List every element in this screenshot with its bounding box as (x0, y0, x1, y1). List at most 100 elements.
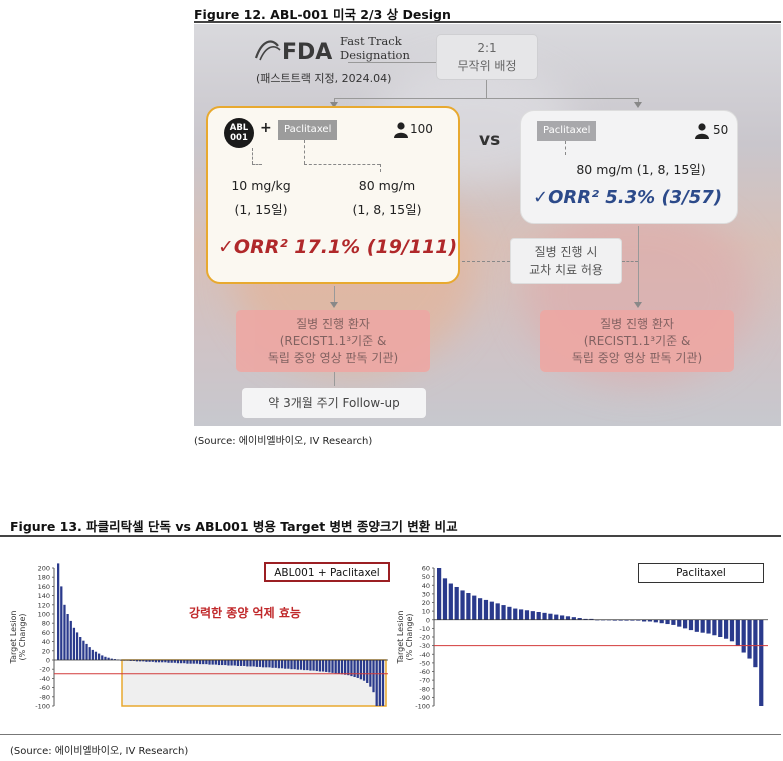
y-tick-label: 100 (38, 611, 50, 619)
y-tick-label: 10 (422, 608, 430, 616)
waterfall-bar (303, 660, 306, 671)
waterfall-bar (192, 660, 195, 664)
waterfall-bar (530, 611, 535, 620)
dose-connector (565, 141, 566, 155)
waterfall-bar (694, 619, 699, 632)
waterfall-bar (173, 660, 176, 663)
y-tick-label: -30 (419, 642, 430, 650)
fda-logo-text: FDA (282, 40, 332, 64)
figure13-bottom-rule (0, 734, 781, 735)
waterfall-bar (331, 660, 334, 673)
progression-line2: (RECIST1.1³기준 & (583, 334, 691, 348)
waterfall-bar (180, 660, 183, 664)
waterfall-bar (290, 660, 293, 670)
arrow-down-icon (634, 102, 642, 108)
waterfall-bar (483, 599, 489, 620)
waterfall-bar (753, 619, 758, 668)
y-tick-label: -10 (419, 625, 430, 633)
highlight-region (121, 659, 387, 707)
waterfall-bar (139, 660, 142, 662)
crossover-connector (462, 261, 510, 262)
paclitaxel-combo-dose: 80 mg/m (1, 8, 15일) (332, 178, 442, 218)
y-tick-label: -20 (419, 634, 430, 642)
waterfall-bar (217, 660, 221, 666)
waterfall-bar (195, 660, 199, 664)
waterfall-bar (296, 660, 299, 670)
y-tick-label: -90 (419, 694, 430, 702)
waterfall-bar (647, 619, 653, 622)
waterfall-bar (268, 660, 271, 668)
waterfall-bar (135, 660, 139, 662)
waterfall-bar (683, 619, 688, 629)
waterfall-bar (524, 610, 530, 620)
randomization-ratio: 2:1 (477, 41, 497, 55)
waterfall-bar (113, 659, 117, 660)
connector (334, 372, 335, 386)
waterfall-bar (107, 657, 110, 660)
waterfall-bar (164, 660, 167, 663)
waterfall-bar (729, 619, 735, 642)
figure12-panel: FDA Fast Track Designation (패스트트랙 지정, 20… (194, 24, 781, 426)
y-tick-label: 200 (38, 565, 50, 573)
waterfall-bar (688, 619, 694, 631)
waterfall-bar (378, 660, 381, 706)
waterfall-bar (94, 651, 98, 660)
waterfall-bar (334, 660, 337, 674)
waterfall-bar (262, 660, 265, 668)
waterfall-bar (205, 660, 208, 665)
waterfall-bar (258, 660, 262, 667)
abl001-dose-schedule: (1, 15일) (234, 202, 288, 217)
abl001-waterfall-chart: 200180160140120100806040200-20-40-60-80-… (35, 563, 388, 711)
person-icon (695, 123, 709, 139)
fda-subtitle: (패스트트랙 지정, 2024.04) (256, 72, 392, 85)
waterfall-bar (230, 660, 233, 666)
waterfall-bar (309, 660, 312, 671)
waterfall-bar (63, 604, 66, 660)
waterfall-bar (129, 660, 132, 661)
y-tick-label: 40 (422, 582, 430, 590)
waterfall-bar (501, 605, 506, 620)
y-tick-label: 0 (426, 616, 430, 624)
waterfall-bar (321, 660, 325, 672)
dose-connector (252, 164, 262, 165)
waterfall-bar (151, 660, 154, 662)
waterfall-bar (233, 660, 236, 666)
paclitaxel-tag: Paclitaxel (278, 120, 338, 140)
waterfall-bar (183, 660, 186, 664)
paclitaxel-arm-patients: 50 (713, 123, 729, 137)
dose-connector (252, 148, 253, 164)
waterfall-bar (236, 660, 240, 666)
progression-line3: 독립 중앙 영상 판독 기관) (267, 351, 399, 365)
paclitaxel-combo-dose-schedule: (1, 8, 15일) (352, 202, 422, 217)
connector (334, 98, 638, 99)
tumor-suppression-annotation: 강력한 종양 억제 효능 (189, 606, 301, 620)
waterfall-bar (442, 578, 448, 620)
waterfall-bar (554, 614, 559, 620)
y-tick-label: -20 (39, 666, 50, 674)
waterfall-bar (157, 660, 161, 663)
paclitaxel-combo-dose-amount: 80 mg/m (358, 178, 416, 193)
waterfall-bar (724, 619, 729, 639)
crossover-box: 질병 진행 시 교차 치료 허용 (510, 238, 622, 284)
waterfall-bar (110, 658, 113, 660)
crossover-line1: 질병 진행 시 (534, 245, 598, 259)
waterfall-bar (85, 643, 88, 660)
waterfall-bar (280, 660, 284, 669)
abl001-dose-amount: 10 mg/kg (231, 178, 291, 193)
waterfall-bar (571, 617, 576, 620)
waterfall-bar (381, 660, 385, 706)
connector (486, 80, 487, 98)
fda-title-line2: Designation (340, 48, 410, 62)
waterfall-bar (154, 660, 158, 663)
ylabel-line2: (% Change) (18, 613, 27, 661)
waterfall-bar (293, 660, 296, 670)
y-tick-label: -60 (419, 668, 430, 676)
connector (348, 62, 436, 63)
waterfall-bar (513, 608, 518, 620)
y-tick-label: -70 (419, 677, 430, 685)
fda-logo: FDA (254, 40, 332, 64)
y-tick-label: 160 (38, 583, 50, 591)
y-tick-label: 0 (46, 657, 50, 665)
figure13-source: (Source: 에이비엘바이오, IV Research) (10, 746, 189, 757)
paclitaxel-waterfall-chart: 6050403020100-10-20-30-40-50-60-70-80-90… (415, 565, 768, 711)
